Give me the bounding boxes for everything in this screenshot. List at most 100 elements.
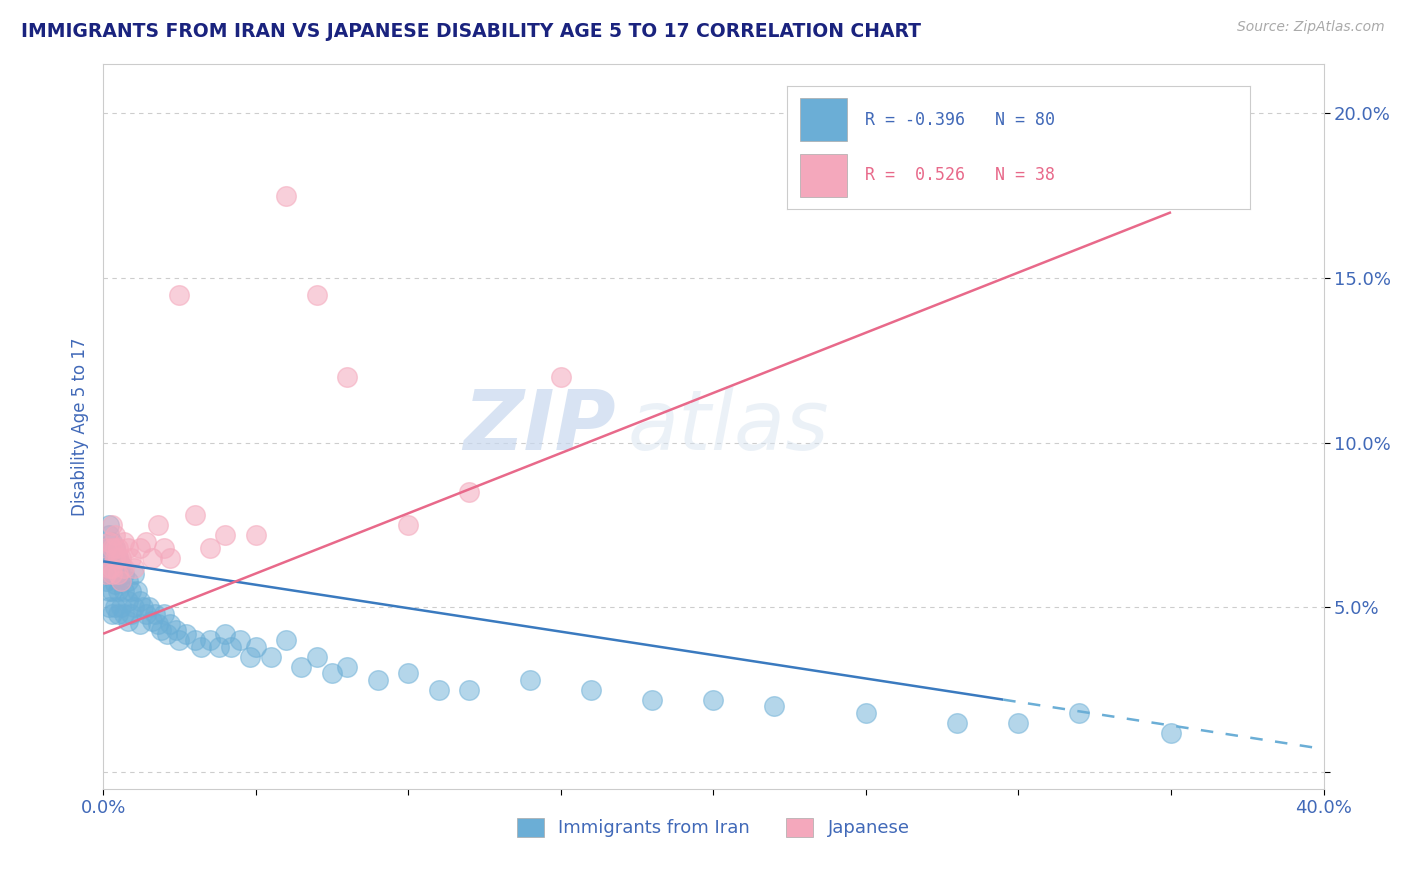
Point (198, 633, 221, 648)
Point (120, 583, 142, 598)
Point (135, 534, 157, 549)
Point (110, 600, 132, 615)
Point (104, 541, 127, 556)
Point (1007, 715, 1029, 730)
Point (153, 607, 176, 621)
Point (110, 574, 132, 588)
Point (107, 567, 129, 582)
Point (101, 607, 124, 621)
Point (276, 633, 298, 648)
Point (321, 666, 343, 681)
Text: ZIP: ZIP (463, 386, 616, 467)
Point (107, 567, 129, 582)
Point (107, 551, 129, 566)
Point (96, 541, 118, 556)
Point (214, 626, 236, 640)
Point (104, 541, 127, 556)
Point (396, 518, 419, 533)
Text: atlas: atlas (628, 386, 830, 467)
Point (367, 673, 389, 687)
Point (98, 551, 121, 566)
Point (117, 614, 139, 628)
Point (135, 607, 157, 621)
Point (122, 561, 145, 575)
Point (114, 583, 136, 598)
Point (159, 616, 181, 631)
Point (96, 541, 118, 556)
Point (1069, 706, 1091, 720)
Point (98, 567, 121, 582)
Point (120, 607, 142, 621)
Point (214, 528, 236, 542)
Point (458, 485, 481, 500)
Point (290, 659, 312, 673)
Point (245, 640, 267, 654)
Point (114, 534, 136, 549)
Point (107, 607, 129, 621)
Point (98, 518, 121, 533)
Point (183, 633, 205, 648)
Point (165, 624, 187, 638)
Point (702, 692, 724, 706)
Point (153, 541, 176, 556)
Point (190, 640, 212, 654)
Point (183, 508, 205, 523)
Point (763, 699, 786, 714)
Point (96, 567, 118, 582)
Point (641, 692, 664, 706)
Point (1160, 725, 1182, 739)
Point (128, 594, 150, 608)
Point (98, 600, 121, 615)
Point (239, 649, 262, 664)
Point (276, 188, 298, 202)
Point (101, 583, 124, 598)
Point (114, 567, 136, 582)
Point (125, 583, 148, 598)
Point (122, 600, 145, 615)
Point (138, 600, 160, 615)
Point (229, 633, 252, 648)
Point (101, 534, 124, 549)
Point (96, 574, 118, 588)
Point (101, 551, 124, 566)
Point (104, 600, 127, 615)
Point (101, 561, 124, 575)
Point (305, 649, 328, 664)
Point (104, 561, 127, 575)
Point (122, 567, 145, 582)
Point (174, 626, 197, 640)
Point (104, 577, 127, 591)
Text: IMMIGRANTS FROM IRAN VS JAPANESE DISABILITY AGE 5 TO 17 CORRELATION CHART: IMMIGRANTS FROM IRAN VS JAPANESE DISABIL… (21, 22, 921, 41)
Point (114, 561, 136, 575)
Point (198, 541, 221, 556)
Point (104, 551, 127, 566)
Point (110, 574, 132, 588)
Point (141, 551, 163, 566)
Point (143, 607, 166, 621)
Point (117, 541, 139, 556)
Point (101, 567, 124, 582)
Point (104, 528, 127, 542)
Point (146, 518, 169, 533)
Point (101, 518, 124, 533)
Point (117, 574, 139, 588)
Point (245, 528, 267, 542)
Point (336, 370, 359, 384)
Point (98, 528, 121, 542)
Point (581, 682, 603, 697)
Point (159, 551, 181, 566)
Point (260, 649, 283, 664)
Point (98, 561, 121, 575)
Point (427, 682, 450, 697)
Point (107, 551, 129, 566)
Point (101, 541, 124, 556)
Point (458, 682, 481, 697)
Text: Source: ZipAtlas.com: Source: ZipAtlas.com (1237, 20, 1385, 34)
Point (110, 551, 132, 566)
Point (101, 567, 124, 582)
Point (141, 614, 163, 628)
Point (117, 594, 139, 608)
Point (305, 287, 328, 301)
Point (114, 607, 136, 621)
Point (550, 370, 572, 384)
